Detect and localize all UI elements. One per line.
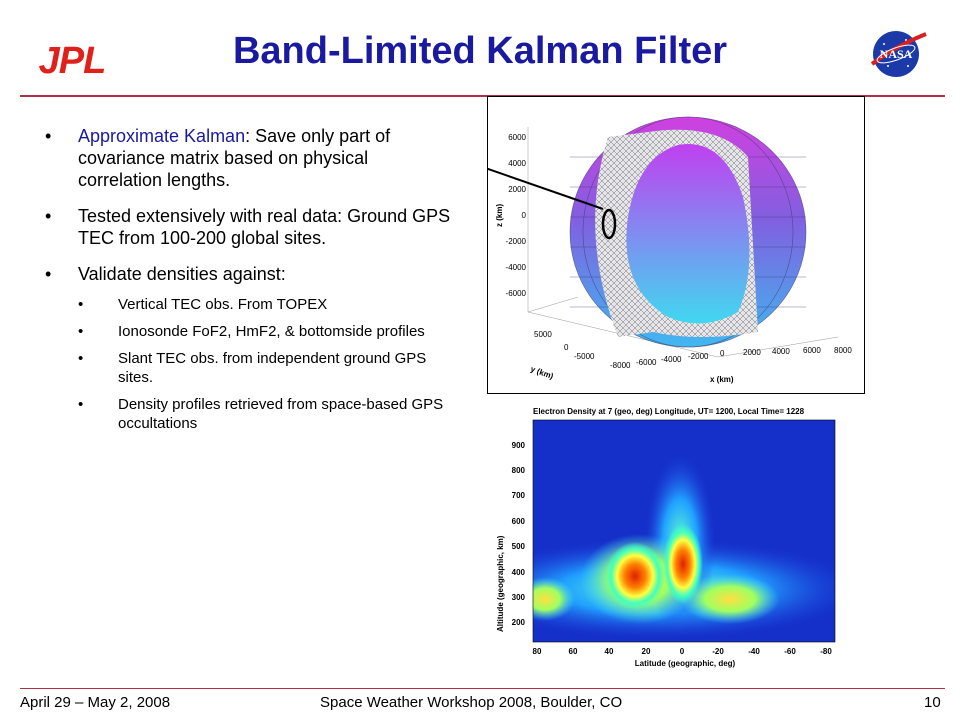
bullet-text: Validate densities against: xyxy=(78,264,286,284)
bullet-item: • Approximate Kalman: Save only part of … xyxy=(45,125,455,191)
z-tick: -2000 xyxy=(506,237,527,246)
y-tick: -5000 xyxy=(574,352,595,361)
z-tick: -6000 xyxy=(506,289,527,298)
sub-bullet-item: • Density profiles retrieved from space-… xyxy=(78,395,455,433)
bullet-dot: • xyxy=(78,323,84,340)
ionosphere-globe-plot: 6000 4000 2000 0 -2000 -4000 -6000 z (km… xyxy=(447,96,865,394)
bullet-dot: • xyxy=(45,264,52,284)
footer-date: April 29 – May 2, 2008 xyxy=(20,694,171,711)
bullet-dot: • xyxy=(45,206,52,226)
altitude-tick: 300 xyxy=(512,593,526,602)
latitude-tick: 60 xyxy=(569,647,578,656)
latitude-tick: -40 xyxy=(748,647,760,656)
x-axis-label: x (km) xyxy=(710,375,734,384)
z-axis-label: z (km) xyxy=(495,204,504,227)
z-tick: 6000 xyxy=(508,133,526,142)
z-axis-ticks: 6000 4000 2000 0 -2000 -4000 -6000 xyxy=(506,133,527,298)
latitude-tick: 40 xyxy=(605,647,614,656)
altitude-tick: 200 xyxy=(512,618,526,627)
latitude-axis-label: Latitude (geographic, deg) xyxy=(635,659,736,668)
bullet-dot: • xyxy=(45,126,52,146)
altitude-tick: 600 xyxy=(512,517,526,526)
latitude-tick: -20 xyxy=(712,647,724,656)
page-title: Band-Limited Kalman Filter xyxy=(232,30,728,72)
x-tick: 6000 xyxy=(803,346,821,355)
nasa-logo: NASA xyxy=(866,26,930,80)
bullet-list: • Approximate Kalman: Save only part of … xyxy=(45,125,455,441)
sub-bullet-text: Slant TEC obs. from independent ground G… xyxy=(118,350,427,386)
x-tick: -6000 xyxy=(636,358,657,367)
latitude-tick: 20 xyxy=(642,647,651,656)
altitude-tick: 500 xyxy=(512,542,526,551)
sub-bullet-text: Vertical TEC obs. From TOPEX xyxy=(118,296,328,313)
x-tick: 8000 xyxy=(834,346,852,355)
bullet-dot: • xyxy=(78,350,84,367)
jpl-logo-text: JPL xyxy=(39,40,106,78)
x-tick: 2000 xyxy=(743,348,761,357)
z-tick: 4000 xyxy=(508,159,526,168)
bullet-dot: • xyxy=(78,396,84,413)
bullet-item: • Validate densities against: xyxy=(45,263,455,285)
sub-bullet-text: Ionosonde FoF2, HmF2, & bottomside profi… xyxy=(118,323,425,340)
z-tick: 2000 xyxy=(508,185,526,194)
jpl-logo: JPL xyxy=(22,40,122,82)
bullet-highlight: Approximate Kalman xyxy=(78,126,246,146)
y-tick: 5000 xyxy=(534,330,552,339)
x-tick: -8000 xyxy=(610,361,631,370)
bullet-text-rest: : Save only part of covariance matrix ba… xyxy=(78,126,391,190)
y-axis-label: y (km) xyxy=(529,364,555,381)
footer-event: Space Weather Workshop 2008, Boulder, CO xyxy=(320,694,623,711)
sub-bullet-item: • Ionosonde FoF2, HmF2, & bottomside pro… xyxy=(78,322,455,341)
latitude-tick: 0 xyxy=(680,647,685,656)
bullet-text: Approximate Kalman: Save only part of co… xyxy=(78,125,455,191)
latitude-tick: -60 xyxy=(784,647,796,656)
x-tick: 4000 xyxy=(772,347,790,356)
bullet-dot: • xyxy=(78,296,84,313)
sub-bullet-text: Density profiles retrieved from space-ba… xyxy=(118,396,444,432)
x-tick: -2000 xyxy=(688,352,709,361)
latitude-tick: -80 xyxy=(820,647,832,656)
page-number: 10 xyxy=(924,694,941,711)
electron-density-plot: Electron Density at 7 (geo, deg) Longitu… xyxy=(485,404,845,672)
bullet-item: • Tested extensively with real data: Gro… xyxy=(45,205,455,249)
header-divider xyxy=(20,95,945,97)
x-tick: -4000 xyxy=(661,355,682,364)
z-tick: 0 xyxy=(522,211,527,220)
sub-bullet-item: • Slant TEC obs. from independent ground… xyxy=(78,349,455,387)
altitude-tick: 900 xyxy=(512,441,526,450)
latitude-tick: 80 xyxy=(533,647,542,656)
footer-divider xyxy=(20,688,945,689)
bullet-text: Tested extensively with real data: Groun… xyxy=(78,206,451,248)
altitude-tick: 400 xyxy=(512,568,526,577)
x-tick: 0 xyxy=(720,349,725,358)
sub-bullet-item: • Vertical TEC obs. From TOPEX xyxy=(78,295,455,314)
density-plot-title: Electron Density at 7 (geo, deg) Longitu… xyxy=(533,407,805,416)
z-tick: -4000 xyxy=(506,263,527,272)
nasa-logo-text: NASA xyxy=(880,47,913,61)
altitude-tick: 700 xyxy=(512,491,526,500)
y-tick: 0 xyxy=(564,343,569,352)
altitude-tick: 800 xyxy=(512,466,526,475)
altitude-axis-label: Altitude (geographic, km) xyxy=(496,535,505,632)
